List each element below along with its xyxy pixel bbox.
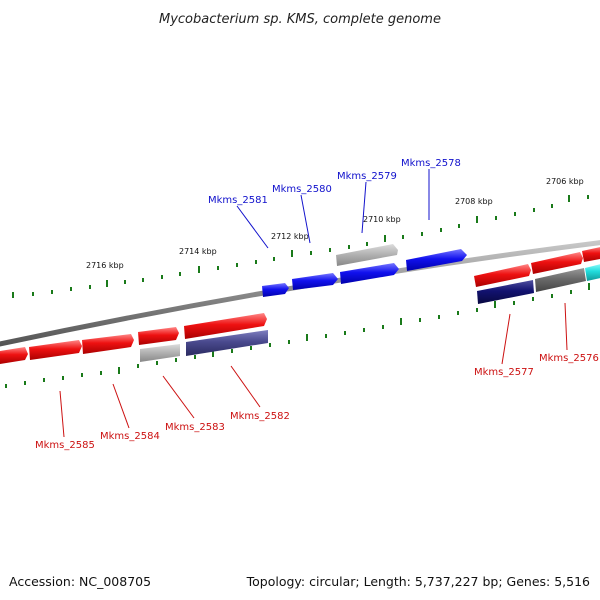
gene-mkms-2584[interactable] bbox=[29, 340, 82, 360]
scale-label-2716: 2716 kbp bbox=[86, 261, 124, 270]
gene-label-mkms-2584[interactable]: Mkms_2584 bbox=[100, 383, 160, 442]
scale-label-2706: 2706 kbp bbox=[546, 177, 584, 186]
gene-mkms-2576-top[interactable] bbox=[531, 252, 583, 274]
forward-strand-genes bbox=[262, 244, 600, 297]
reverse-strand-genes bbox=[0, 263, 600, 364]
gene-mkms-2575[interactable] bbox=[585, 263, 600, 281]
gene-mkms-2575-top[interactable] bbox=[582, 246, 600, 262]
scale-label-2712: 2712 kbp bbox=[271, 232, 309, 241]
gene-mkms-2578[interactable] bbox=[406, 249, 467, 271]
gene-label-text: Mkms_2580 bbox=[272, 184, 332, 195]
gene-label-text: Mkms_2582 bbox=[230, 411, 290, 422]
map-title: Mycobacterium sp. KMS, complete genome bbox=[159, 12, 441, 27]
gene-mkms-2579-gray[interactable] bbox=[336, 244, 398, 266]
gene-mkms-2583[interactable] bbox=[138, 327, 179, 345]
gene-label-mkms-2576[interactable]: Mkms_2576 bbox=[539, 302, 599, 364]
gene-label-text: Mkms_2578 bbox=[401, 158, 461, 169]
gene-mkms-2585[interactable] bbox=[0, 347, 28, 364]
accession-text: Accession: NC_008705 bbox=[9, 574, 151, 589]
gene-label-text: Mkms_2577 bbox=[474, 367, 534, 378]
outer-scale-ticks bbox=[12, 195, 589, 298]
scale-label-2714: 2714 kbp bbox=[179, 247, 217, 256]
gene-mkms-2577[interactable] bbox=[477, 280, 534, 304]
gene-label-mkms-2579[interactable]: Mkms_2579 bbox=[337, 171, 397, 234]
gene-mkms-2583-red[interactable] bbox=[82, 334, 134, 354]
gene-label-mkms-2583[interactable]: Mkms_2583 bbox=[162, 375, 225, 433]
gene-label-mkms-2580[interactable]: Mkms_2580 bbox=[272, 184, 332, 244]
gene-label-text: Mkms_2579 bbox=[337, 171, 397, 182]
gene-label-mkms-2582[interactable]: Mkms_2582 bbox=[230, 365, 290, 422]
gene-mkms-2577-top[interactable] bbox=[474, 264, 531, 287]
gene-label-text: Mkms_2576 bbox=[539, 353, 599, 364]
inner-scale-ticks bbox=[5, 283, 590, 388]
genome-summary-text: Topology: circular; Length: 5,737,227 bp… bbox=[246, 574, 590, 589]
gene-mkms-2583-gray[interactable] bbox=[140, 344, 180, 362]
scale-label-2710: 2710 kbp bbox=[363, 215, 401, 224]
scale-label-2708: 2708 kbp bbox=[455, 197, 493, 206]
gene-mkms-2580[interactable] bbox=[292, 273, 338, 290]
gene-mkms-2579[interactable] bbox=[340, 263, 399, 284]
gene-mkms-2581[interactable] bbox=[262, 283, 289, 297]
gene-label-text: Mkms_2585 bbox=[35, 440, 95, 451]
gene-mkms-2576[interactable] bbox=[535, 268, 586, 292]
gene-label-mkms-2577[interactable]: Mkms_2577 bbox=[474, 313, 534, 378]
gene-label-mkms-2581[interactable]: Mkms_2581 bbox=[208, 195, 269, 249]
gene-label-text: Mkms_2583 bbox=[165, 422, 225, 433]
gene-label-mkms-2585[interactable]: Mkms_2585 bbox=[35, 390, 95, 451]
gene-mkms-2582[interactable] bbox=[186, 330, 268, 356]
gene-label-mkms-2578[interactable]: Mkms_2578 bbox=[401, 158, 461, 220]
gene-mkms-2582-red[interactable] bbox=[184, 313, 267, 339]
gene-label-text: Mkms_2581 bbox=[208, 195, 268, 206]
gene-label-text: Mkms_2584 bbox=[100, 431, 160, 442]
